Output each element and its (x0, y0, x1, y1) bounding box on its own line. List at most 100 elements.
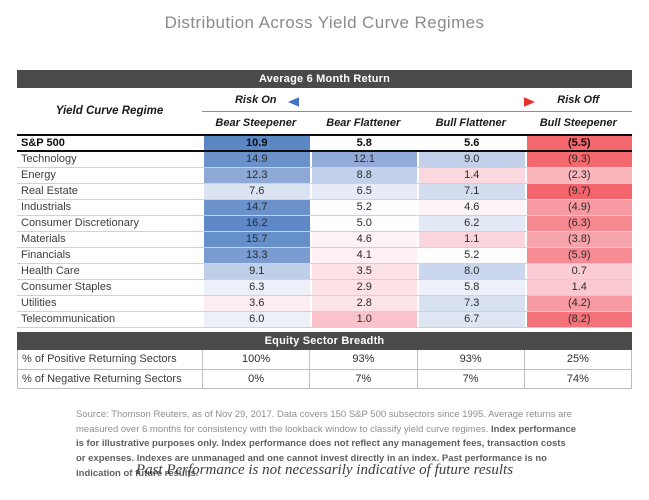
return-cell: 1.4 (524, 280, 632, 295)
breadth-cell: 100% (202, 350, 309, 369)
past-performance-footer: Past Performance is not necessarily indi… (135, 462, 514, 478)
return-cell: (4.9) (524, 200, 632, 215)
return-cell: (2.3) (524, 168, 632, 183)
return-cell: 1.0 (309, 312, 417, 327)
yield-curve-table: Average 6 Month Return Yield Curve Regim… (17, 70, 632, 389)
corner-label: Yield Curve Regime (55, 105, 164, 117)
return-cell: 4.6 (309, 232, 417, 247)
return-cell: 2.9 (309, 280, 417, 295)
returns-section-header: Average 6 Month Return (17, 70, 632, 88)
matrix-row: Consumer Discretionary 16.2 5.0 6.2 (6.3) (17, 216, 632, 232)
breadth-cell: 74% (523, 370, 631, 388)
matrix-row: Materials 15.7 4.6 1.1 (3.8) (17, 232, 632, 248)
return-cell: 15.7 (202, 232, 310, 247)
return-cell: 7.3 (417, 296, 525, 311)
breadth-cell: 93% (416, 350, 524, 369)
sector-name: S&P 500 (21, 137, 65, 149)
sector-name: Utilities (21, 297, 57, 309)
return-cell: 13.3 (202, 248, 310, 263)
disclaimer-bold-text: Index performance is for illustrative pu… (76, 423, 577, 479)
return-cell: (4.2) (524, 296, 632, 311)
breadth-body: % of Positive Returning Sectors 100% 93% 93… (17, 350, 632, 389)
breadth-row-label: % of Negative Returning Sectors (22, 373, 182, 385)
return-cell: 7.1 (417, 184, 525, 199)
breadth-cell: 25% (523, 350, 631, 369)
return-cell: 0.7 (524, 264, 632, 279)
return-cell: 5.8 (417, 280, 525, 295)
return-cell: 9.1 (202, 264, 310, 279)
return-cell: (8.2) (524, 312, 632, 327)
return-cell: (5.9) (524, 248, 632, 263)
risk-off-label: Risk Off (557, 93, 600, 106)
return-cell: 3.6 (202, 296, 310, 311)
matrix-body: S&P 500 10.9 5.8 5.6 (5.5) Technology 14.9 12.1… (17, 134, 632, 328)
sector-name: Energy (21, 169, 56, 181)
matrix-row: Utilities 3.6 2.8 7.3 (4.2) (17, 296, 632, 312)
matrix-row: Telecommunication 6.0 1.0 6.7 (8.2) (17, 312, 632, 328)
return-cell: 3.5 (309, 264, 417, 279)
return-cell: 14.7 (202, 200, 310, 215)
breadth-cell: 93% (309, 350, 416, 369)
sector-name: Financials (21, 249, 71, 261)
matrix-row: Health Care 9.1 3.5 8.0 0.7 (17, 264, 632, 280)
return-cell: (9.7) (524, 184, 632, 199)
return-cell: 5.2 (417, 248, 525, 263)
return-cell: 6.7 (417, 312, 525, 327)
risk-direction-arrow-icon (288, 95, 535, 107)
matrix-row: Real Estate 7.6 6.5 7.1 (9.7) (17, 184, 632, 200)
sector-name: Real Estate (21, 185, 78, 197)
return-cell: 16.2 (202, 216, 310, 231)
return-cell: 6.5 (309, 184, 417, 199)
breadth-cell: 7% (416, 370, 524, 388)
return-cell: 2.8 (309, 296, 417, 311)
return-cell: 6.2 (417, 216, 525, 231)
risk-axis-row: Risk On (202, 88, 632, 112)
return-cell: 1.1 (417, 232, 525, 247)
breadth-row-label: % of Positive Returning Sectors (22, 353, 177, 365)
return-cell: 5.0 (309, 216, 417, 231)
return-cell: 12.1 (309, 152, 417, 167)
return-cell: 1.4 (417, 168, 525, 183)
return-cell: 5.8 (309, 136, 417, 150)
breadth-row: % of Positive Returning Sectors 100% 93% 93… (18, 350, 631, 369)
risk-on-label: Risk On (234, 93, 277, 106)
return-cell: 10.9 (202, 136, 310, 150)
return-cell: (3.8) (524, 232, 632, 247)
return-cell: 12.3 (202, 168, 310, 183)
return-cell: 7.6 (202, 184, 310, 199)
return-cell: (5.5) (524, 136, 632, 150)
matrix-row: Energy 12.3 8.8 1.4 (2.3) (17, 168, 632, 184)
return-cell: (6.3) (524, 216, 632, 231)
sector-name: Health Care (21, 265, 80, 277)
matrix-header: Yield Curve Regime Risk On (17, 88, 632, 134)
matrix-row: Consumer Staples 6.3 2.9 5.8 1.4 (17, 280, 632, 296)
return-cell: 4.1 (309, 248, 417, 263)
breadth-row: % of Negative Returning Sectors 0% 7% 7% 74% (18, 369, 631, 388)
matrix-row: Industrials 14.7 5.2 4.6 (4.9) (17, 200, 632, 216)
col-header-bear-flattener: Bear Flattener (326, 117, 401, 129)
sector-name: Consumer Staples (21, 281, 112, 293)
source-disclaimer: Source: Thomson Reuters, as of Nov 29, 2… (76, 408, 576, 482)
return-cell: 4.6 (417, 200, 525, 215)
col-header-bear-steepener: Bear Steepener (215, 117, 297, 129)
regime-column-headers: Bear Steepener Bear Flattener Bull Flatt… (202, 112, 632, 134)
return-cell: 8.0 (417, 264, 525, 279)
matrix-row: S&P 500 10.9 5.8 5.6 (5.5) (17, 134, 632, 152)
disclaimer-normal-text: Source: Thomson Reuters, as of Nov 29, 2… (76, 409, 572, 435)
sector-name: Consumer Discretionary (21, 217, 139, 229)
return-cell: 6.0 (202, 312, 310, 327)
return-cell: 14.9 (202, 152, 310, 167)
sector-name: Industrials (21, 201, 72, 213)
return-cell: 6.3 (202, 280, 310, 295)
matrix-row: Technology 14.9 12.1 9.0 (9.3) (17, 152, 632, 168)
return-cell: (9.3) (524, 152, 632, 167)
return-cell: 5.2 (309, 200, 417, 215)
breadth-cell: 0% (202, 370, 309, 388)
matrix-header-right: Risk On (202, 88, 632, 134)
return-cell: 9.0 (417, 152, 525, 167)
col-header-bull-flattener: Bull Flattener (435, 117, 506, 129)
return-cell: 5.6 (417, 136, 525, 150)
return-cell: 8.8 (309, 168, 417, 183)
breadth-section-header: Equity Sector Breadth (17, 332, 632, 350)
